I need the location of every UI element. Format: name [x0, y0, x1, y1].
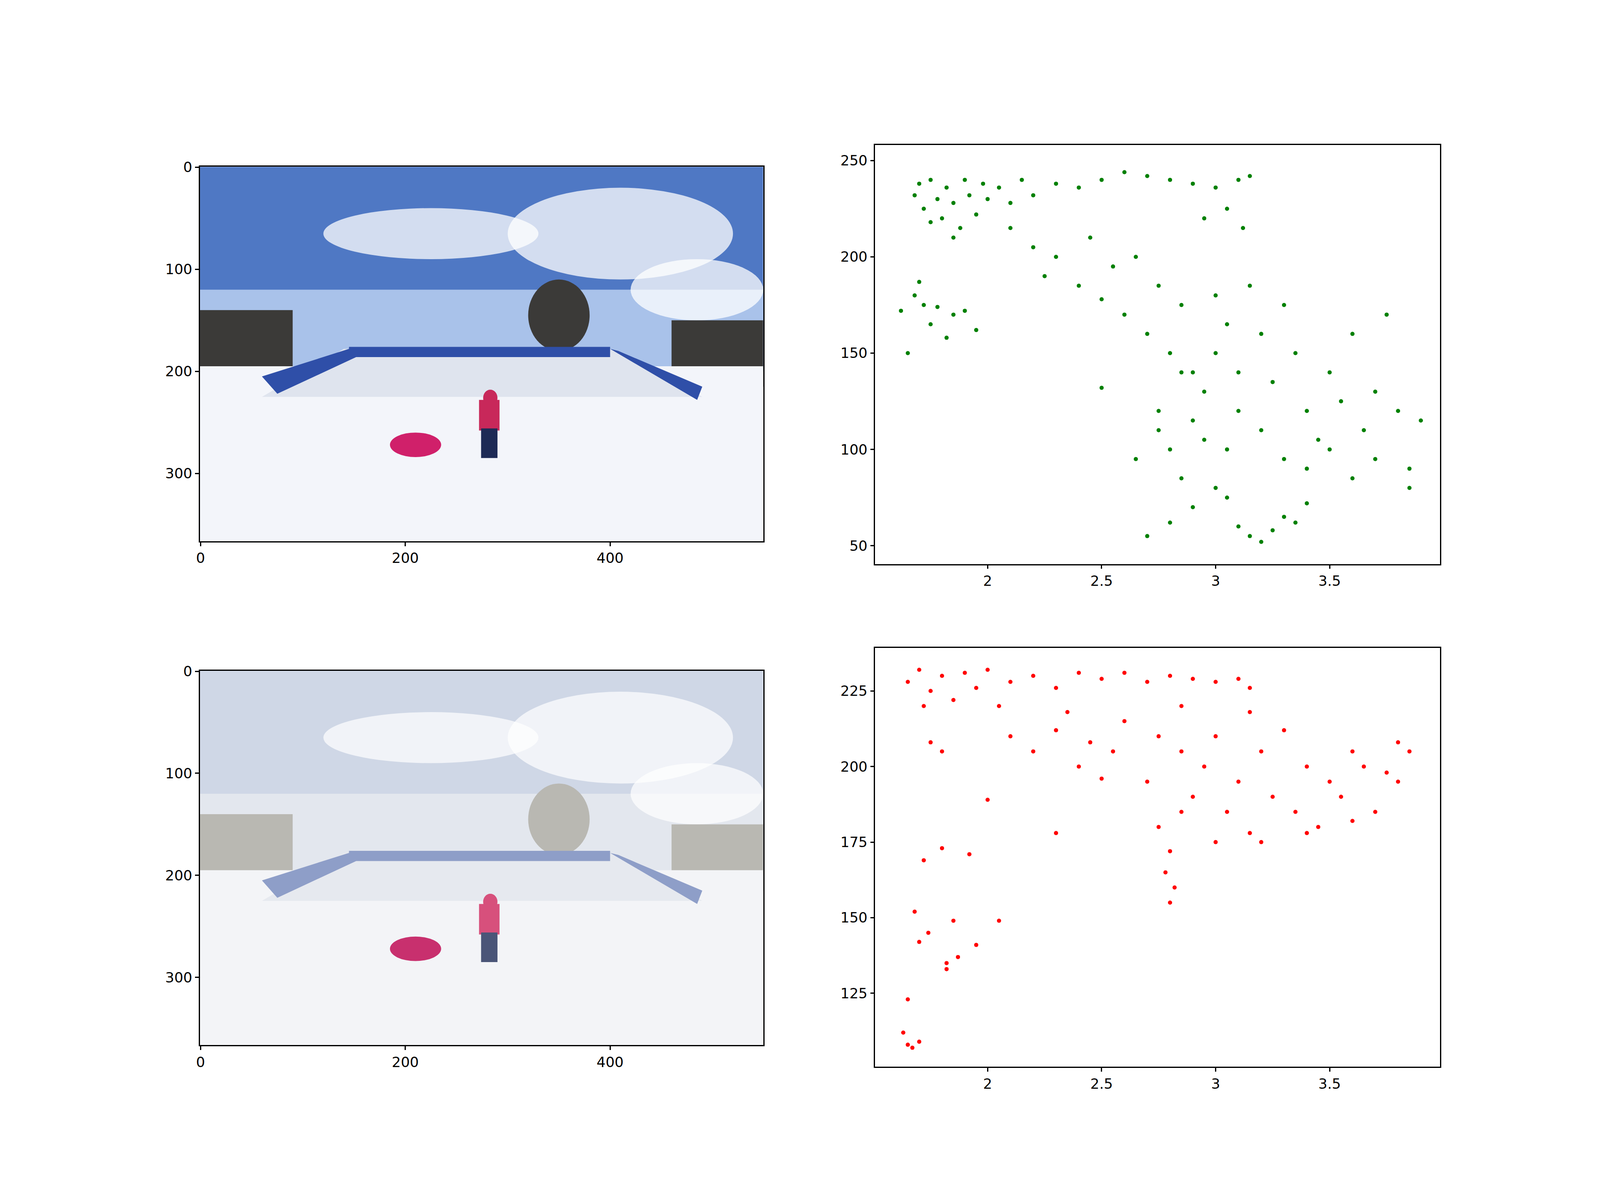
svg-text:150: 150 — [840, 909, 868, 926]
svg-text:2.5: 2.5 — [1090, 572, 1113, 590]
svg-text:3.5: 3.5 — [1318, 572, 1341, 590]
svg-text:225: 225 — [840, 682, 868, 700]
svg-text:3: 3 — [1211, 572, 1221, 590]
svg-text:100: 100 — [840, 441, 868, 458]
svg-text:300: 300 — [165, 969, 193, 986]
svg-text:200: 200 — [165, 362, 193, 380]
svg-text:2: 2 — [982, 1075, 993, 1093]
svg-text:2: 2 — [982, 572, 993, 590]
svg-text:0: 0 — [195, 549, 205, 567]
svg-text:400: 400 — [596, 1053, 624, 1071]
svg-text:200: 200 — [391, 1053, 419, 1071]
svg-text:3.5: 3.5 — [1318, 1075, 1341, 1093]
svg-text:50: 50 — [849, 537, 868, 555]
svg-text:175: 175 — [840, 833, 868, 851]
svg-text:100: 100 — [165, 260, 193, 278]
svg-text:200: 200 — [165, 867, 193, 884]
svg-text:400: 400 — [596, 549, 624, 567]
svg-text:250: 250 — [840, 152, 868, 169]
svg-text:0: 0 — [183, 662, 193, 680]
svg-text:200: 200 — [391, 549, 419, 567]
svg-text:0: 0 — [183, 158, 193, 176]
svg-text:2.5: 2.5 — [1090, 1075, 1113, 1093]
svg-text:125: 125 — [840, 985, 868, 1002]
svg-text:100: 100 — [165, 765, 193, 782]
svg-text:200: 200 — [840, 248, 868, 265]
svg-text:3: 3 — [1211, 1075, 1221, 1093]
svg-text:300: 300 — [165, 465, 193, 482]
svg-text:200: 200 — [840, 758, 868, 775]
svg-text:150: 150 — [840, 344, 868, 362]
svg-text:0: 0 — [195, 1053, 205, 1071]
